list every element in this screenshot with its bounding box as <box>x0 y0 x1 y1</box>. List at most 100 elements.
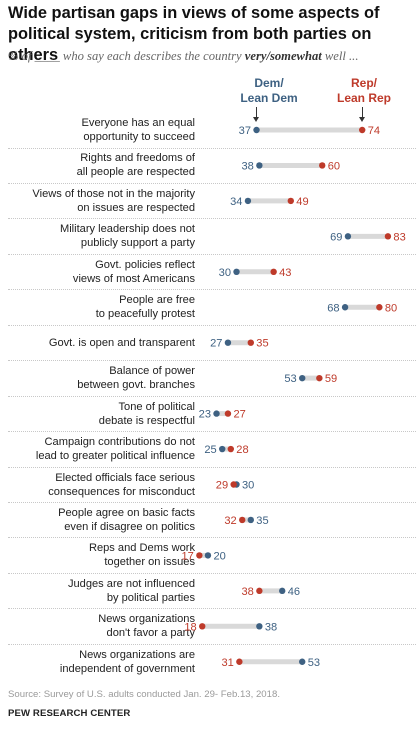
chart-subtitle: % of ____ who say each describes the cou… <box>8 49 416 64</box>
dem-dot <box>256 623 263 630</box>
dem-dot <box>219 445 226 453</box>
category-label-line: Govt. policies reflect <box>95 258 195 271</box>
rep-value-label: 32 <box>224 515 236 527</box>
rep-dot <box>236 658 243 665</box>
category-label-line: People are free <box>119 294 195 307</box>
category-label-line: Everyone has an equal <box>81 117 195 129</box>
rep-value-label: 80 <box>385 302 397 314</box>
rep-value-label: 27 <box>233 409 245 421</box>
dem-value-label: 38 <box>242 160 254 172</box>
category-label-line: on issues are respected <box>77 201 195 214</box>
subtitle-emphasis: very/somewhat <box>244 49 322 63</box>
rep-value-label: 28 <box>236 444 248 456</box>
rep-value-label: 43 <box>279 267 291 279</box>
rep-value-label: 59 <box>325 373 337 385</box>
dem-value-label: 25 <box>204 444 216 456</box>
category-label-line: lead to greater political influence <box>35 450 195 463</box>
category-label-line: People agree on basic facts <box>58 506 195 519</box>
dem-value-label: 69 <box>330 231 342 243</box>
category-label-line: Views of those not in the majority <box>32 187 195 200</box>
rep-dot <box>319 162 326 169</box>
category-label: News organizations don't favor a party <box>5 612 195 640</box>
rep-dot <box>227 445 234 453</box>
dem-value-label: 34 <box>230 196 242 208</box>
rep-dot <box>287 197 294 205</box>
legend-rep-line-1: Rep/ <box>350 76 377 90</box>
dem-dot <box>344 233 352 240</box>
rep-dot <box>256 587 263 595</box>
category-label-line: Military leadership does not <box>59 223 195 236</box>
category-label: Govt. is open and transparent <box>5 336 195 350</box>
row-divider <box>8 182 416 184</box>
rep-value-label: 31 <box>222 657 234 669</box>
rep-dot <box>316 374 323 382</box>
category-label-line: Campaign contributions do not <box>44 436 195 449</box>
rep-value-label: 18 <box>184 621 196 633</box>
organization-credit: PEW RESEARCH CENTER <box>8 708 131 719</box>
chart-title: Wide partisan gaps in views of some aspe… <box>8 4 380 64</box>
dem-value-label: 27 <box>210 338 222 350</box>
rep-dot <box>270 268 277 275</box>
row-divider <box>8 572 416 574</box>
category-label-line: Govt. is open and transparent <box>48 336 195 349</box>
rep-dot <box>384 233 392 240</box>
subtitle-suffix: well ... <box>321 49 359 63</box>
dem-value-label: 53 <box>308 657 320 669</box>
source-note: Source: Survey of U.S. adults conducted … <box>8 689 280 700</box>
category-label-line: to peacefully protest <box>95 308 195 321</box>
rep-value-label: 17 <box>182 550 194 562</box>
rep-value-label: 38 <box>242 586 254 598</box>
row-divider <box>8 395 416 397</box>
rep-value-label: 35 <box>256 338 268 350</box>
dem-dot <box>204 552 212 559</box>
category-label: Tone of political debate is respectful <box>5 400 195 428</box>
dem-value-label: 20 <box>213 550 225 562</box>
rep-value-label: 83 <box>393 231 405 243</box>
dem-dot <box>253 126 260 134</box>
legend-rep: Rep/ Lean Rep <box>321 76 407 106</box>
legend-dem: Dem/ Lean Dem <box>226 76 312 106</box>
dem-value-label: 53 <box>284 373 296 385</box>
category-label: Judges are not influenced by political pa… <box>5 577 195 605</box>
rep-dot <box>239 516 246 524</box>
dem-value-label: 30 <box>242 480 254 492</box>
row-divider <box>8 608 416 610</box>
category-label-line: between govt. branches <box>77 379 195 392</box>
category-label-line: all people are respected <box>76 166 195 179</box>
rep-dot <box>376 304 383 311</box>
legend-rep-line-2: Lean Rep <box>336 91 391 105</box>
category-label-line: together on issues <box>104 556 195 569</box>
dem-value-label: 46 <box>288 586 300 598</box>
row-divider <box>8 253 416 255</box>
dem-value-label: 30 <box>219 267 231 279</box>
category-label: People agree on basic facts even if disag… <box>5 506 195 534</box>
category-label: Elected officials face serious consequenc… <box>5 471 195 499</box>
dem-dot <box>247 516 254 524</box>
dem-dot <box>299 374 306 382</box>
legend-dem-arrow <box>253 107 259 122</box>
dem-dot <box>341 304 349 311</box>
category-label-line: News organizations are <box>79 648 195 661</box>
category-label: Campaign contributions do not lead to gre… <box>5 435 195 463</box>
rep-dot <box>196 552 203 559</box>
dem-value-label: 35 <box>256 515 268 527</box>
category-label-line: Judges are not influenced <box>67 577 195 590</box>
category-label-line: by political parties <box>106 591 195 604</box>
category-label-line: consequences for misconduct <box>48 485 195 498</box>
rep-value-label: 29 <box>216 480 228 492</box>
dem-dot <box>279 587 286 595</box>
category-label: Military leadership does not publicly sup… <box>5 222 195 250</box>
category-label-line: debate is respectful <box>98 414 195 427</box>
category-label-line: publicly support a party <box>80 237 195 250</box>
category-label-line: Tone of political <box>118 400 195 413</box>
dem-value-label: 38 <box>265 621 277 633</box>
category-label-line: Rights and freedoms of <box>80 152 195 165</box>
category-label: Reps and Dems work together on issues <box>5 541 195 569</box>
category-label-line: opportunity to succeed <box>83 131 195 143</box>
category-label-line: don't favor a party <box>106 627 195 640</box>
category-label: Everyone has an equal opportunity to succ… <box>5 116 195 144</box>
category-label-line: News organizations <box>98 613 195 626</box>
rep-dot <box>359 126 366 134</box>
rep-dot <box>224 410 232 417</box>
